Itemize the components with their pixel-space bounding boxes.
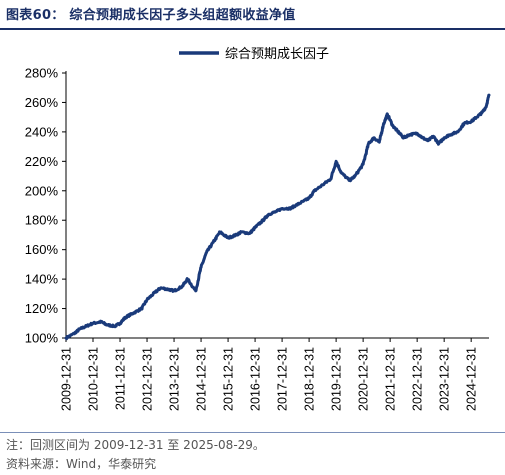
chart-legend: 综合预期成长因子 bbox=[179, 46, 329, 61]
x-tick-label: 2013-12-31 bbox=[168, 347, 182, 411]
x-tick-label: 2016-12-31 bbox=[249, 347, 263, 411]
x-tick-label: 2019-12-31 bbox=[330, 347, 344, 411]
y-tick-label: 120% bbox=[25, 301, 59, 316]
y-tick-label: 220% bbox=[25, 154, 59, 169]
y-tick-label: 240% bbox=[25, 124, 59, 139]
chart-ticks: 100% 120% 140% 160% 180% 200% 220% 240% 260% 280%… bbox=[25, 66, 479, 411]
x-tick-label: 2021-12-31 bbox=[384, 347, 398, 411]
x-tick-label: 2018-12-31 bbox=[303, 347, 317, 411]
x-tick-label: 2022-12-31 bbox=[411, 347, 425, 411]
source-note: 资料来源：Wind，华泰研究 bbox=[6, 457, 157, 471]
y-tick-label: 160% bbox=[25, 242, 59, 257]
chart-axes bbox=[65, 71, 489, 339]
x-tick-label: 2015-12-31 bbox=[222, 347, 236, 411]
x-tick-label: 2020-12-31 bbox=[357, 347, 371, 411]
x-tick-label: 2024-12-31 bbox=[465, 347, 479, 411]
x-tick-label: 2014-12-31 bbox=[195, 347, 209, 411]
figure-title: 图表60： 综合预期成长因子多头组超额收益净值 bbox=[6, 8, 296, 23]
y-tick-label: 180% bbox=[25, 213, 59, 228]
legend-label: 综合预期成长因子 bbox=[225, 46, 329, 61]
footer-divider bbox=[0, 432, 505, 433]
y-tick-label: 200% bbox=[25, 183, 59, 198]
y-tick-label: 280% bbox=[25, 66, 59, 81]
y-tick-label: 260% bbox=[25, 95, 59, 110]
x-tick-label: 2023-12-31 bbox=[438, 347, 452, 411]
title-divider bbox=[0, 28, 505, 30]
line-chart: 100% 120% 140% 160% 180% 200% 220% 240% 260% 280%… bbox=[25, 46, 491, 411]
x-tick-label: 2009-12-31 bbox=[60, 347, 74, 411]
y-tick-label: 140% bbox=[25, 272, 59, 287]
y-tick-label: 100% bbox=[25, 331, 59, 346]
x-tick-label: 2011-12-31 bbox=[114, 347, 128, 410]
series-line bbox=[64, 93, 491, 341]
chart-series bbox=[64, 93, 491, 341]
x-tick-label: 2012-12-31 bbox=[141, 347, 155, 411]
backtest-note: 注：回测区间为 2009-12-31 至 2025-08-29。 bbox=[6, 438, 265, 452]
x-tick-label: 2010-12-31 bbox=[87, 347, 101, 411]
x-tick-label: 2017-12-31 bbox=[276, 347, 290, 411]
